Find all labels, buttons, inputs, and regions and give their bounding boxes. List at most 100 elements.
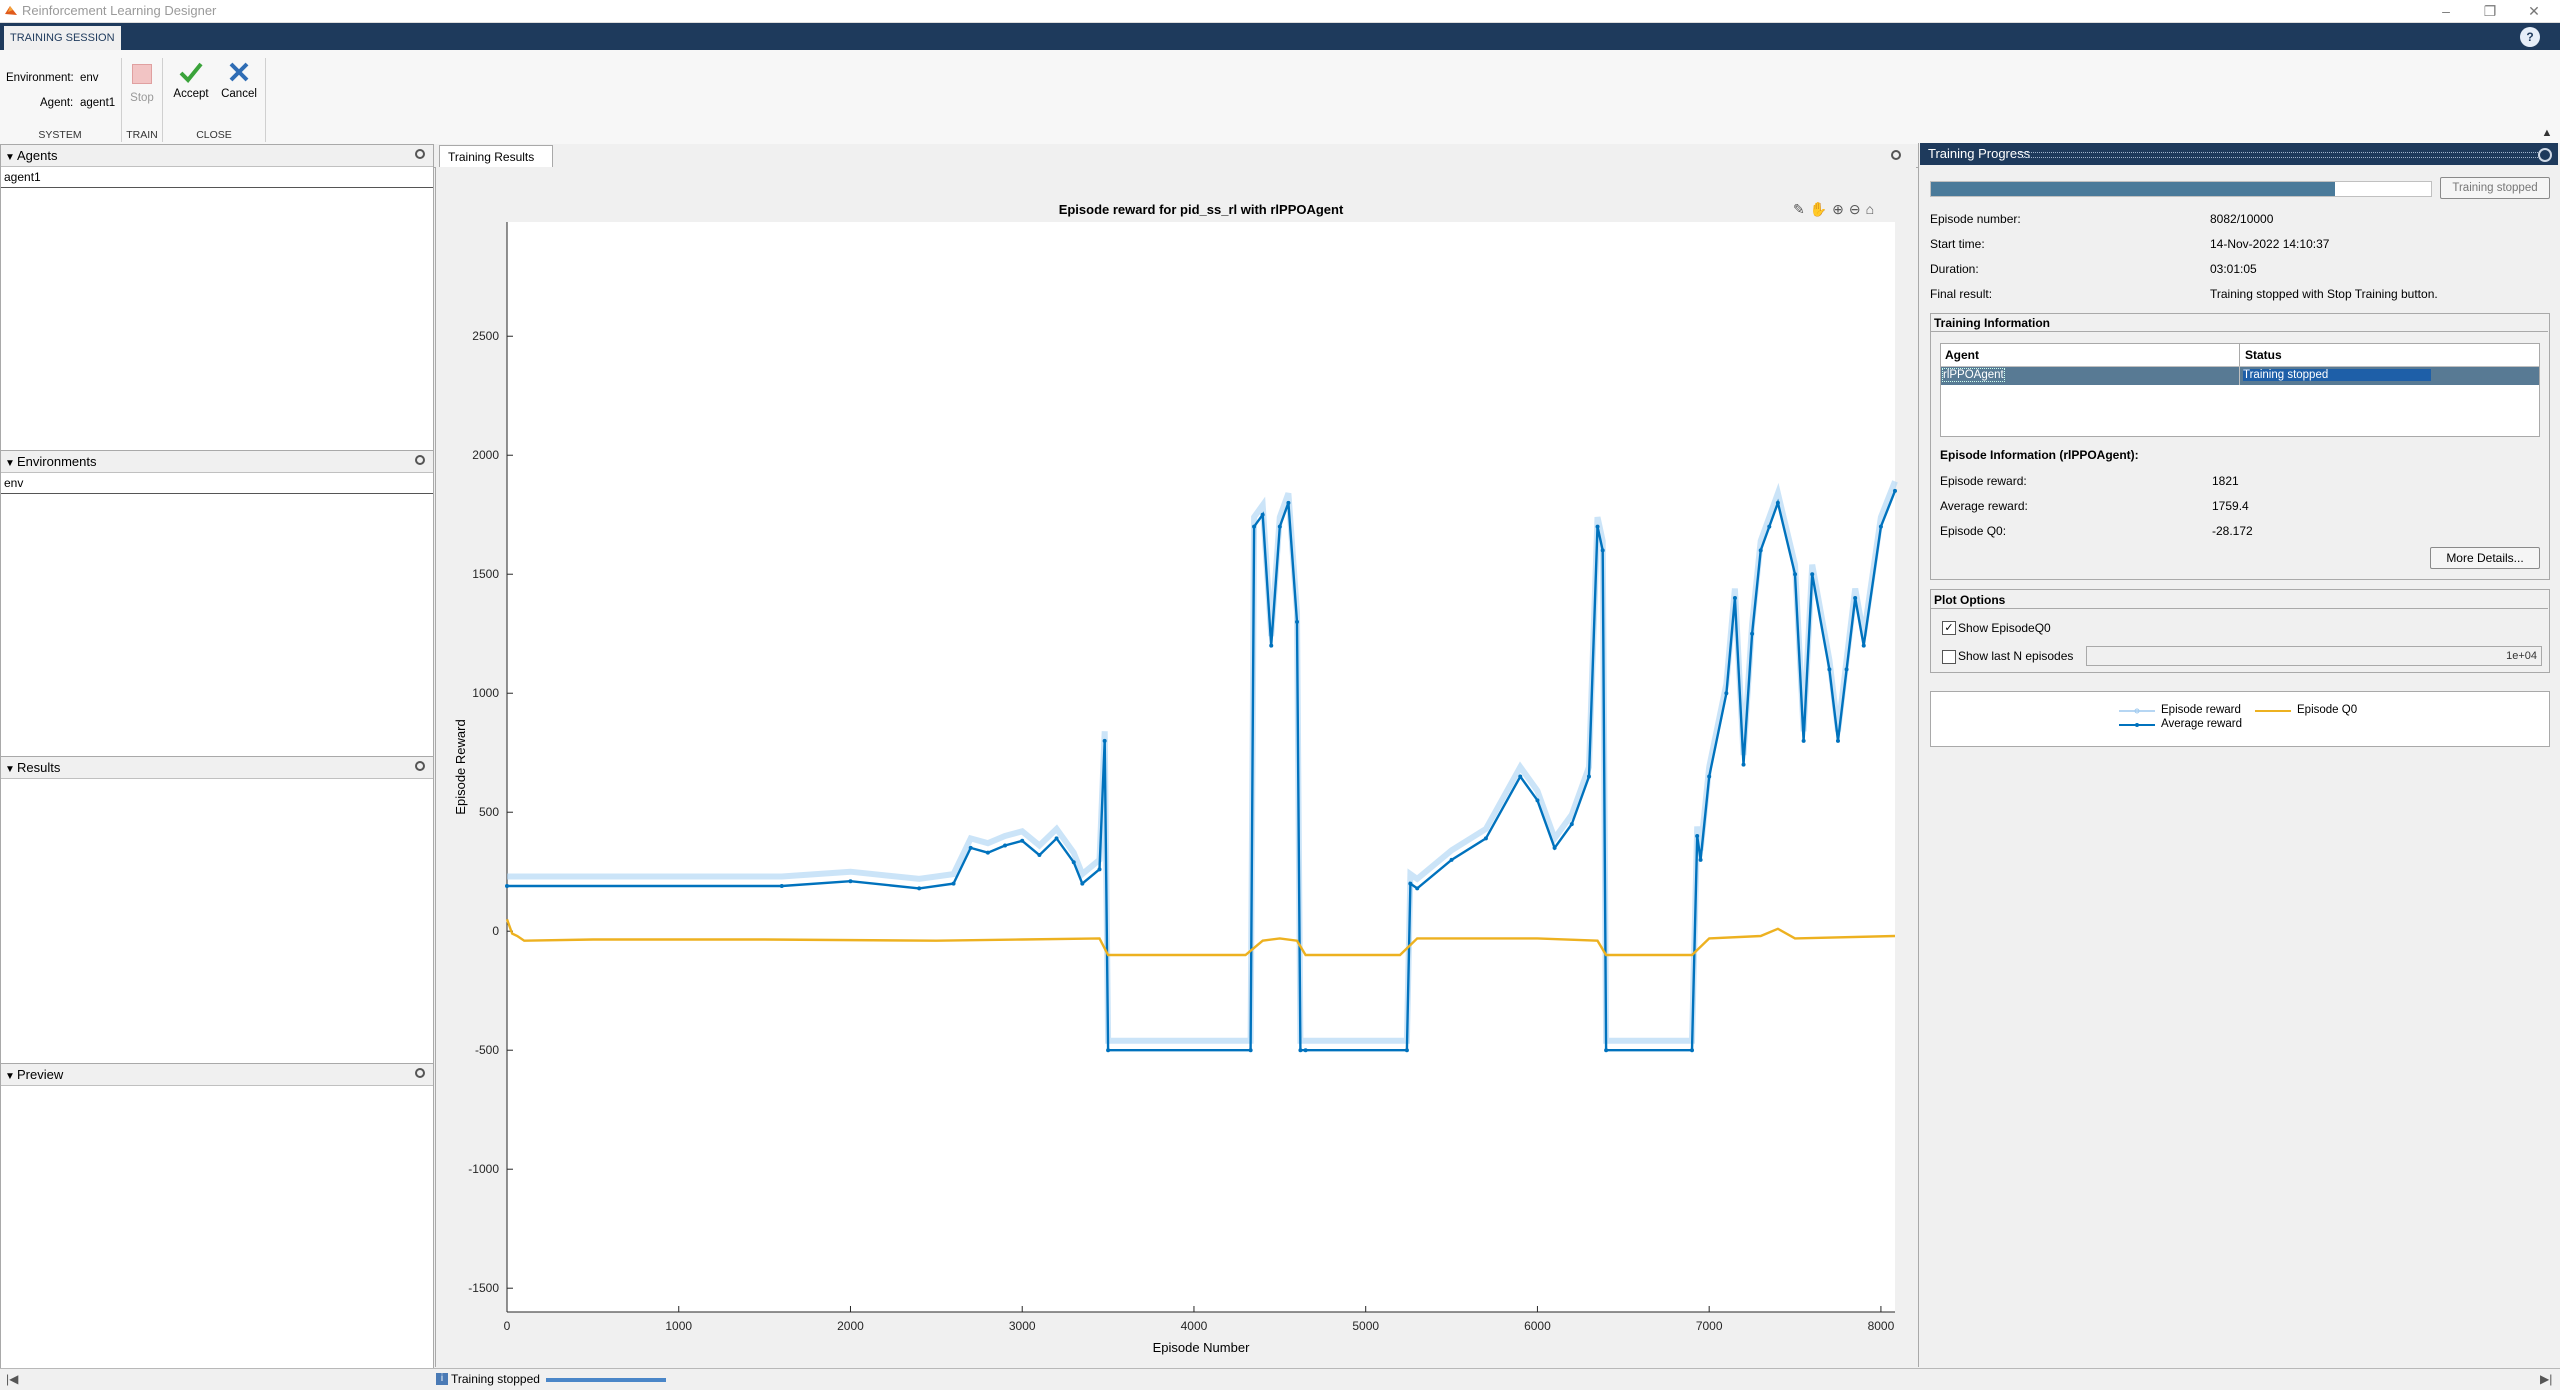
average-reward-point — [1600, 548, 1605, 553]
list-item[interactable]: agent1 — [1, 167, 433, 188]
minimize-button[interactable]: – — [2442, 3, 2450, 19]
results-title: Results — [17, 760, 61, 775]
average-reward-point — [1404, 1048, 1409, 1053]
progress-bar — [1930, 181, 2432, 197]
plot-options-title: Plot Options — [1934, 593, 2006, 607]
training-table: Agent Status rlPPOAgent Training stopped — [1940, 343, 2540, 437]
accept-button[interactable]: Accept — [168, 60, 214, 112]
average-reward-point — [1277, 524, 1282, 529]
x-tick-label: 1000 — [665, 1319, 692, 1333]
x-tick-label: 6000 — [1524, 1319, 1551, 1333]
section-train-label: TRAIN — [126, 129, 158, 141]
toolstrip — [0, 50, 2560, 145]
x-tick-label: 2000 — [837, 1319, 864, 1333]
average-reward-point — [917, 886, 922, 891]
episode-reward-chart[interactable]: Episode reward for pid_ss_rl with rlPPOA… — [435, 167, 1915, 1367]
average-reward-point — [1020, 838, 1025, 843]
gear-icon[interactable] — [2538, 148, 2552, 162]
agents-panel-header[interactable]: ▼ Agents — [1, 145, 433, 167]
x-tick-label: 3000 — [1009, 1319, 1036, 1333]
divider — [121, 58, 122, 142]
column-header-status[interactable]: Status — [2245, 348, 2282, 362]
agent-label: Agent: — [40, 97, 74, 109]
tab-training-results[interactable]: Training Results — [439, 145, 553, 167]
average-reward-point — [1801, 738, 1806, 743]
zoom-in-icon[interactable]: ⊕ — [1832, 201, 1849, 217]
preview-panel: ▼ Preview — [0, 1063, 434, 1369]
agents-title: Agents — [17, 148, 58, 163]
average-reward-point — [1707, 774, 1712, 779]
episode-reward-value: 1821 — [2212, 474, 2239, 488]
x-tick-label: 5000 — [1352, 1319, 1379, 1333]
brush-icon[interactable]: ✎ — [1793, 201, 1810, 217]
gear-icon[interactable] — [415, 761, 425, 771]
table-row[interactable]: rlPPOAgent Training stopped — [1941, 367, 2539, 385]
average-reward-point — [968, 845, 973, 850]
x-tick-label: 0 — [504, 1319, 511, 1333]
average-reward-point — [1835, 738, 1840, 743]
training-progress-header: Training Progress — [1920, 143, 2558, 165]
gear-icon[interactable] — [1891, 150, 1901, 160]
average-reward-point — [985, 850, 990, 855]
cancel-button[interactable]: Cancel — [216, 60, 262, 112]
legend-swatch-episode-q0 — [2255, 710, 2291, 712]
average-reward-point — [1732, 596, 1737, 601]
zoom-out-icon[interactable]: ⊖ — [1848, 201, 1866, 217]
average-reward-point — [1552, 845, 1557, 850]
table-cell-status: Training stopped — [2243, 369, 2431, 381]
gear-icon[interactable] — [415, 149, 425, 159]
section-system-label: SYSTEM — [38, 129, 82, 141]
show-q0-label: Show EpisodeQ0 — [1958, 621, 2051, 635]
restore-button[interactable]: ❐ — [2483, 3, 2497, 19]
y-tick-label: 0 — [492, 924, 499, 938]
legend-swatch-episode-reward — [2119, 708, 2155, 714]
pan-icon[interactable]: ✋ — [1809, 201, 1833, 217]
divider — [265, 58, 266, 142]
help-icon[interactable]: ? — [2520, 27, 2540, 47]
close-window-button[interactable]: ✕ — [2528, 3, 2540, 19]
episode-number-label: Episode number: — [1930, 212, 2021, 226]
tab-training-session[interactable]: TRAINING SESSION — [3, 25, 122, 50]
average-reward-point — [1844, 667, 1849, 672]
preview-panel-header[interactable]: ▼ Preview — [1, 1064, 433, 1086]
average-reward-point — [505, 883, 509, 888]
show-last-n-checkbox[interactable] — [1942, 650, 1956, 664]
average-reward-point — [1037, 853, 1042, 858]
scroll-left-icon[interactable]: |◀ — [6, 1372, 19, 1386]
y-tick-label: -500 — [475, 1043, 499, 1057]
gear-icon[interactable] — [415, 455, 425, 465]
average-reward-point — [1750, 631, 1755, 636]
start-time-value: 14-Nov-2022 14:10:37 — [2210, 237, 2330, 251]
average-reward-point — [1102, 738, 1107, 743]
average-reward-point — [1071, 860, 1076, 865]
training-stopped-button[interactable]: Training stopped — [2440, 177, 2550, 199]
home-icon[interactable]: ⌂ — [1865, 201, 1880, 217]
chevron-down-icon: ▼ — [5, 458, 15, 469]
chart-title: Episode reward for pid_ss_rl with rlPPOA… — [1059, 202, 1344, 217]
column-header-agent[interactable]: Agent — [1945, 348, 1979, 362]
list-item[interactable]: env — [1, 473, 433, 494]
section-close-label: CLOSE — [196, 129, 232, 141]
scroll-right-icon[interactable]: ▶| — [2540, 1372, 2553, 1386]
agents-panel: ▼ Agents agent1 — [0, 144, 434, 451]
average-reward-point — [1793, 572, 1798, 577]
stop-button[interactable]: Stop — [124, 60, 160, 112]
average-reward-point — [1767, 524, 1772, 529]
window-title: Reinforcement Learning Designer — [22, 3, 217, 18]
show-q0-checkbox[interactable]: ✓ — [1942, 621, 1956, 635]
duration-value: 03:01:05 — [2210, 262, 2257, 276]
more-details-button[interactable]: More Details... — [2430, 547, 2540, 569]
average-reward-point — [1595, 524, 1600, 529]
average-reward-point — [1252, 524, 1257, 529]
average-reward-point — [1861, 643, 1866, 648]
legend-label-average-reward: Average reward — [2161, 718, 2242, 730]
average-reward-point — [1893, 488, 1897, 493]
results-panel-header[interactable]: ▼ Results — [1, 757, 433, 779]
average-reward-point — [1097, 867, 1102, 872]
average-reward-point — [1827, 667, 1832, 672]
average-reward-point — [1248, 1048, 1253, 1053]
gear-icon[interactable] — [415, 1068, 425, 1078]
last-n-input[interactable]: 1e+04 — [2086, 646, 2542, 666]
environments-panel-header[interactable]: ▼ Environments — [1, 451, 433, 473]
collapse-toolstrip-icon[interactable]: ▲ — [2541, 127, 2553, 139]
